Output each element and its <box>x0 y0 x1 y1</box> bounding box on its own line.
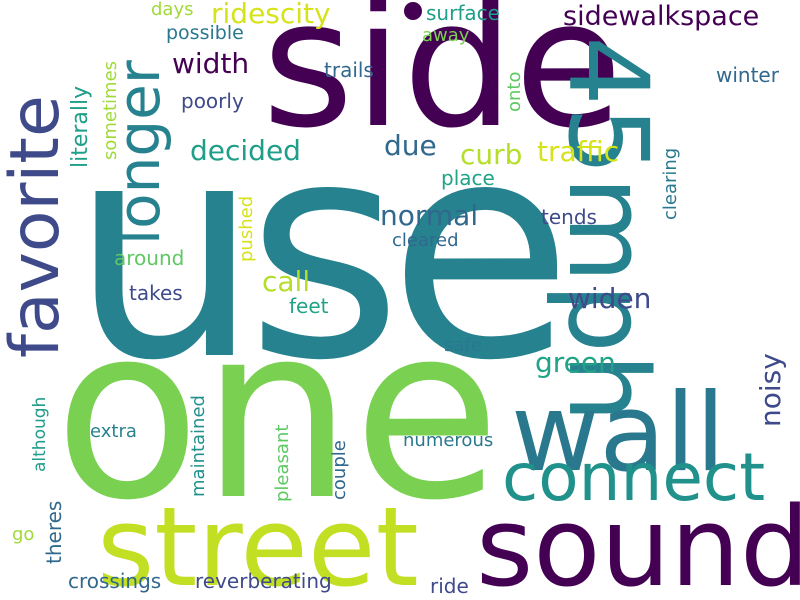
word-wall: wall <box>511 371 726 496</box>
word-feet: feet <box>289 294 329 318</box>
word-street: street <box>97 483 419 600</box>
word-use: use <box>70 77 573 426</box>
word-tends: tends <box>541 205 597 229</box>
word-numerous: numerous <box>403 430 494 451</box>
word-decided: decided <box>190 134 301 167</box>
word-go: go <box>12 524 35 545</box>
word-noisy: noisy <box>754 353 787 427</box>
dot-mark <box>404 2 422 20</box>
word-curb: curb <box>460 138 523 171</box>
word-one: one <box>54 273 501 553</box>
word-poorly: poorly <box>181 89 244 113</box>
word-possible: possible <box>166 22 244 44</box>
word-normal: normal <box>380 199 479 232</box>
word-sidewalkspace: sidewalkspace <box>563 1 760 32</box>
word-takes: takes <box>129 281 183 305</box>
word-ridescity: ridescity <box>211 0 331 30</box>
word-sometimes: sometimes <box>100 60 121 160</box>
word-winter: winter <box>716 63 779 87</box>
word-extra: extra <box>90 421 137 442</box>
word-onto: onto <box>504 71 525 113</box>
word-cleared: cleared <box>392 230 459 251</box>
word-crossings: crossings <box>68 569 162 593</box>
word-around: around <box>114 246 185 270</box>
word-days: days <box>151 0 194 20</box>
word-widen: widen <box>568 282 652 315</box>
word-place: place <box>441 166 495 190</box>
word-call: call <box>262 265 311 298</box>
word-pleasant: pleasant <box>272 424 293 502</box>
word-safe: safe <box>444 335 482 356</box>
word-ride: ride <box>430 574 469 598</box>
word-side: side <box>262 0 623 167</box>
word-pushed: pushed <box>236 195 257 262</box>
word-although: although <box>30 396 50 472</box>
word-width: width <box>172 47 250 80</box>
word-due: due <box>384 129 437 162</box>
word-away: away <box>422 25 470 46</box>
word-trails: trails <box>324 58 374 82</box>
word-reverberating: reverberating <box>195 569 332 593</box>
word-sound: sound <box>476 483 800 600</box>
word-surface: surface <box>426 1 500 25</box>
word-literally: literally <box>68 85 93 168</box>
word-connect: connect <box>502 439 766 516</box>
word-clearing: clearing <box>660 147 681 220</box>
word-couple: couple <box>329 440 350 500</box>
word-theres: theres <box>42 500 66 564</box>
word-traffic: traffic <box>537 135 620 168</box>
word-favorite: favorite <box>0 95 75 358</box>
word-maintained: maintained <box>188 395 209 497</box>
word-green: green <box>535 346 616 379</box>
